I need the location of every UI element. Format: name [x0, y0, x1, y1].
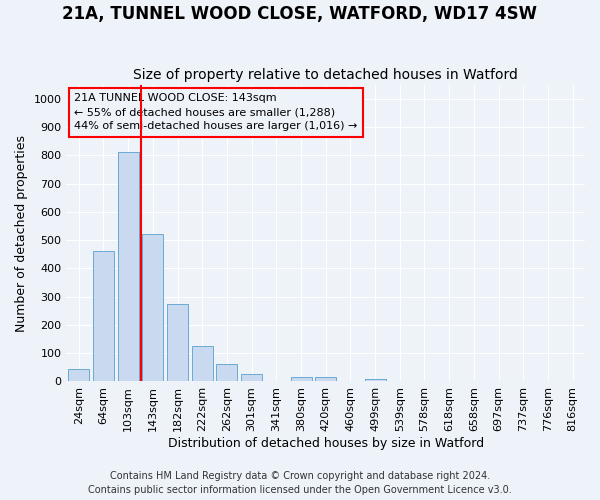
Bar: [315, 377, 336, 382]
Y-axis label: Number of detached properties: Number of detached properties: [15, 134, 28, 332]
Bar: [93, 252, 114, 382]
Title: Size of property relative to detached houses in Watford: Size of property relative to detached ho…: [133, 68, 518, 82]
X-axis label: Distribution of detached houses by size in Watford: Distribution of detached houses by size …: [167, 437, 484, 450]
Bar: [192, 346, 213, 382]
Bar: [118, 152, 139, 382]
Bar: [365, 379, 386, 382]
Bar: [142, 234, 163, 382]
Text: Contains HM Land Registry data © Crown copyright and database right 2024.
Contai: Contains HM Land Registry data © Crown c…: [88, 471, 512, 495]
Bar: [217, 364, 238, 382]
Bar: [68, 368, 89, 382]
Text: 21A, TUNNEL WOOD CLOSE, WATFORD, WD17 4SW: 21A, TUNNEL WOOD CLOSE, WATFORD, WD17 4S…: [62, 5, 538, 23]
Text: 21A TUNNEL WOOD CLOSE: 143sqm
← 55% of detached houses are smaller (1,288)
44% o: 21A TUNNEL WOOD CLOSE: 143sqm ← 55% of d…: [74, 94, 358, 132]
Bar: [241, 374, 262, 382]
Bar: [290, 377, 311, 382]
Bar: [167, 304, 188, 382]
